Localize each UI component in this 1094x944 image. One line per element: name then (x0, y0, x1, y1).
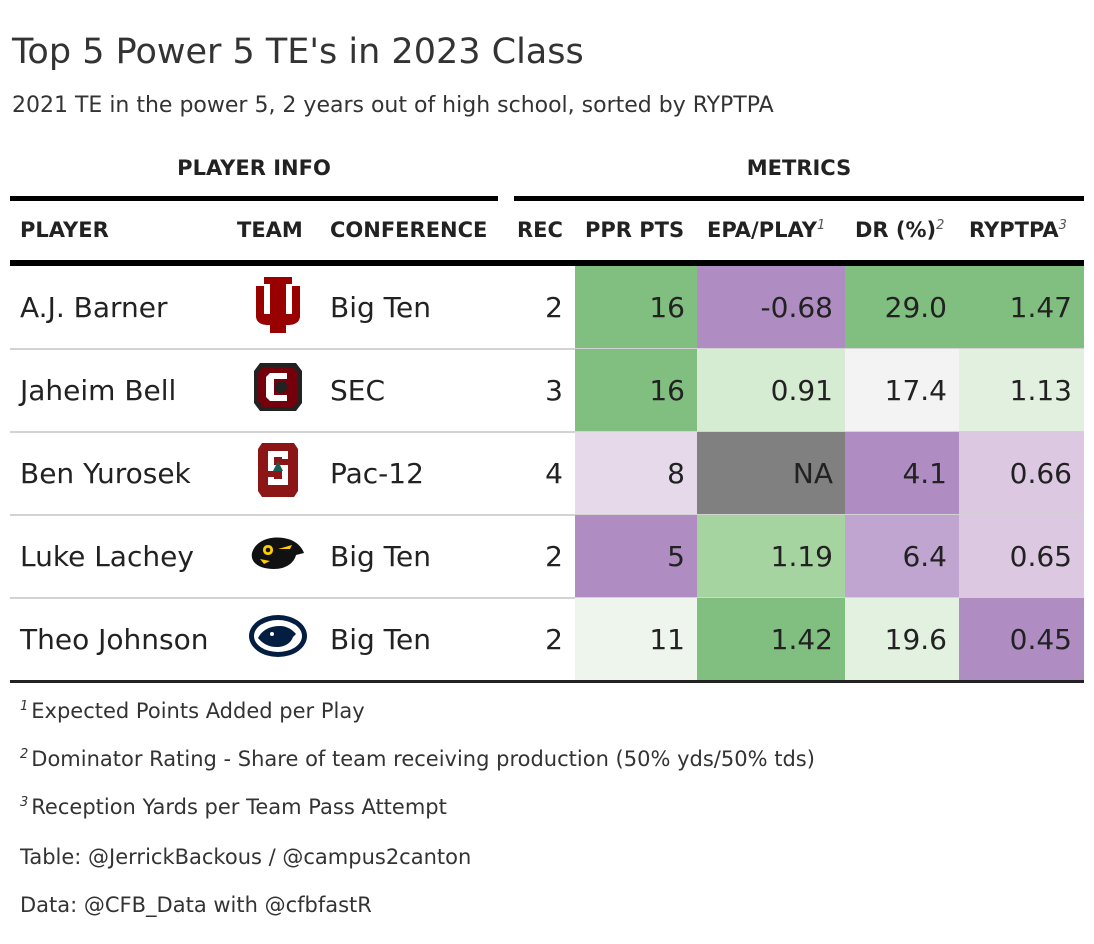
cell-dr: 17.4 (845, 349, 959, 432)
cell-player: Ben Yurosek (20, 457, 191, 490)
iowa-logo (248, 533, 308, 580)
row-divider (10, 597, 1084, 599)
cell-epa: 0.91 (697, 349, 845, 432)
source-note-data: Data: @CFB_Data with @cfbfastR (20, 893, 372, 917)
table-row: Luke Lachey Big Ten 2 5 1.19 6.4 0.65 (10, 515, 1084, 598)
cell-ryptpa: 1.47 (959, 266, 1084, 349)
table-row: Theo Johnson Big Ten 2 11 1.42 19.6 0.45 (10, 598, 1084, 681)
cell-conference: Pac-12 (330, 457, 424, 490)
col-header-dr-footnote-mark: 2 (936, 218, 945, 233)
col-header-ryptpa: RYPTPA3 (969, 218, 1067, 242)
spanner-metrics-rule (514, 196, 1084, 201)
table-title: Top 5 Power 5 TE's in 2023 Class (12, 32, 584, 72)
cell-conference: Big Ten (330, 291, 431, 324)
cell-team (230, 598, 325, 681)
cell-ppr: 5 (575, 515, 697, 598)
table-bottom-rule (10, 680, 1084, 683)
row-divider (10, 348, 1084, 350)
cell-conference: Big Ten (330, 623, 431, 656)
cell-conference: Big Ten (330, 540, 431, 573)
cell-dr: 29.0 (845, 266, 959, 349)
header-rule (10, 260, 1084, 266)
cell-epa: 1.19 (697, 515, 845, 598)
cell-ryptpa: 1.13 (959, 349, 1084, 432)
col-header-ryptpa-footnote-mark: 3 (1058, 218, 1067, 233)
cell-conference: SEC (330, 374, 386, 407)
table-row: A.J. Barner Big Ten 2 16 -0.68 29.0 1.47 (10, 266, 1084, 349)
source-note-table: Table: @JerrickBackous / @campus2canton (20, 845, 472, 869)
col-header-dr-label: DR (%) (855, 218, 937, 242)
cell-player: Luke Lachey (20, 540, 194, 573)
footnote-1: 1 Expected Points Added per Play (20, 699, 365, 723)
table-row: Ben Yurosek Pac-12 4 8 NA 4.1 0.66 (10, 432, 1084, 515)
cell-team (230, 266, 325, 349)
footnote-1-text: Expected Points Added per Play (31, 699, 365, 723)
col-header-player: PLAYER (20, 218, 109, 242)
row-divider (10, 514, 1084, 516)
cell-player: Theo Johnson (20, 623, 209, 656)
spanner-metrics: METRICS (746, 156, 852, 180)
col-header-epa-label: EPA/PLAY (707, 218, 817, 242)
spanner-player-info-rule (10, 196, 498, 201)
stanford-logo (256, 441, 300, 506)
cell-player: Jaheim Bell (20, 374, 177, 407)
cell-rec: 3 (545, 374, 563, 407)
cell-player: A.J. Barner (20, 291, 168, 324)
cell-epa: -0.68 (697, 266, 845, 349)
cell-dr: 6.4 (845, 515, 959, 598)
col-header-rec: REC (517, 218, 563, 242)
cell-team (230, 349, 325, 432)
row-divider (10, 431, 1084, 433)
cell-rec: 4 (545, 457, 563, 490)
col-header-epa: EPA/PLAY1 (707, 218, 825, 242)
cell-team (230, 432, 325, 515)
table-row: Jaheim Bell SEC 3 16 0.91 17.4 1.13 (10, 349, 1084, 432)
footnote-2: 2 Dominator Rating - Share of team receiv… (20, 747, 815, 771)
spanner-player-info: PLAYER INFO (177, 156, 331, 180)
south-carolina-logo (252, 359, 304, 422)
col-header-ryptpa-label: RYPTPA (969, 218, 1059, 242)
col-header-ppr: PPR PTS (585, 218, 685, 242)
table-subtitle: 2021 TE in the power 5, 2 years out of h… (12, 93, 774, 118)
cell-team (230, 515, 325, 598)
cell-ppr: 16 (575, 266, 697, 349)
cell-ppr: 16 (575, 349, 697, 432)
cell-ppr: 11 (575, 598, 697, 681)
penn-state-logo (248, 614, 308, 665)
cell-rec: 2 (545, 291, 563, 324)
footnote-1-mark: 1 (20, 699, 29, 714)
cell-rec: 2 (545, 540, 563, 573)
col-header-team: TEAM (237, 218, 303, 242)
cell-ppr: 8 (575, 432, 697, 515)
cell-dr: 19.6 (845, 598, 959, 681)
cell-epa: NA (697, 432, 845, 515)
indiana-logo (252, 275, 304, 340)
cell-rec: 2 (545, 623, 563, 656)
cell-ryptpa: 0.45 (959, 598, 1084, 681)
cell-ryptpa: 0.65 (959, 515, 1084, 598)
cell-epa: 1.42 (697, 598, 845, 681)
footnote-3-text: Reception Yards per Team Pass Attempt (31, 795, 447, 819)
col-header-dr: DR (%)2 (855, 218, 944, 242)
footnote-2-text: Dominator Rating - Share of team receivi… (31, 747, 815, 771)
footnote-2-mark: 2 (20, 747, 29, 762)
cell-ryptpa: 0.66 (959, 432, 1084, 515)
cell-dr: 4.1 (845, 432, 959, 515)
footnote-3: 3 Reception Yards per Team Pass Attempt (20, 795, 447, 819)
footnote-3-mark: 3 (20, 795, 29, 810)
col-header-epa-footnote-mark: 1 (816, 218, 826, 233)
col-header-conference: CONFERENCE (330, 218, 488, 242)
